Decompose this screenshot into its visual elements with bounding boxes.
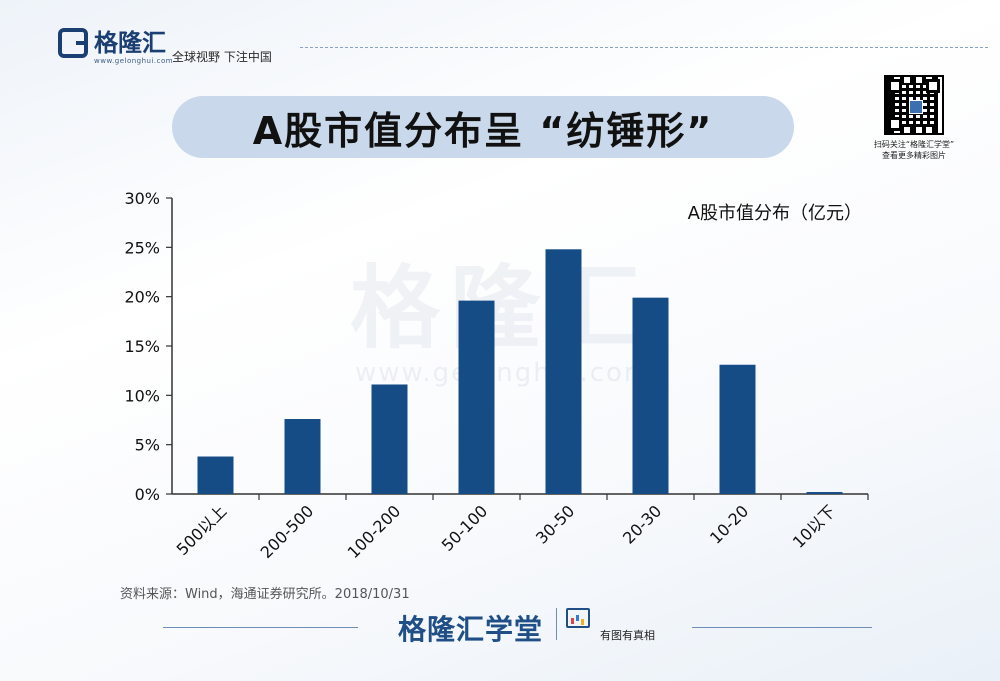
y-tick-label: 5% (135, 436, 160, 455)
qr-code-icon (884, 75, 944, 135)
watermark-text: 格隆汇 (350, 256, 650, 361)
category-label: 10-20 (706, 501, 752, 547)
category-label: 20-30 (619, 501, 665, 547)
legend-label: A股市值分布（亿元） (688, 203, 862, 224)
qr-caption: 扫码关注“格隆汇学堂” 查看更多精彩图片 (858, 139, 970, 161)
y-tick-label: 30% (124, 189, 160, 208)
title-banner: A股市值分布呈 “纺锤形” (172, 96, 794, 158)
brand-logo: 格隆汇 www.gelonghui.com (58, 28, 173, 65)
bar (632, 297, 669, 494)
category-label: 500以上 (173, 501, 231, 559)
y-tick-label: 25% (124, 238, 160, 257)
footer-rule-right (692, 627, 872, 628)
qr-caption-line2: 查看更多精彩图片 (882, 151, 946, 160)
y-tick-label: 10% (124, 386, 160, 405)
page-title: A股市值分布呈 “纺锤形” (252, 108, 714, 153)
bar (458, 300, 495, 494)
footer-brand: 格隆汇学堂 (398, 613, 544, 646)
bar (719, 364, 756, 494)
category-label: 50-100 (438, 501, 492, 555)
bar (284, 419, 321, 494)
category-label: 100-200 (344, 501, 405, 562)
source-note: 资料来源：Wind，海通证券研究所。2018/10/31 (120, 587, 410, 602)
footer-separator (556, 608, 557, 640)
footer-rule-left (163, 627, 358, 628)
chart-magnifier-icon (566, 608, 590, 628)
qr-center-logo (909, 100, 923, 114)
footer-tag: 有图有真相 (600, 629, 655, 642)
category-label: 30-50 (532, 501, 578, 547)
header-divider (300, 47, 988, 48)
category-label: 10以下 (789, 501, 839, 551)
y-tick-label: 15% (124, 337, 160, 356)
qr-corner-tr (926, 79, 940, 93)
category-label: 200-500 (257, 501, 318, 562)
bar (545, 249, 582, 494)
bar (806, 492, 843, 494)
watermark-url: www.gelonghui.com (355, 358, 652, 388)
slogan: 全球视野 下注中国 (172, 50, 272, 64)
qr-corner-tl (888, 79, 902, 93)
logo-url: www.gelonghui.com (94, 57, 174, 65)
y-tick-label: 0% (135, 485, 160, 504)
logo-text: 格隆汇 (94, 29, 166, 57)
y-tick-label: 20% (124, 288, 160, 307)
logo-g-icon (58, 28, 88, 58)
bar (371, 384, 408, 494)
bar (197, 456, 234, 494)
qr-corner-bl (888, 117, 902, 131)
qr-caption-line1: 扫码关注“格隆汇学堂” (873, 140, 955, 149)
